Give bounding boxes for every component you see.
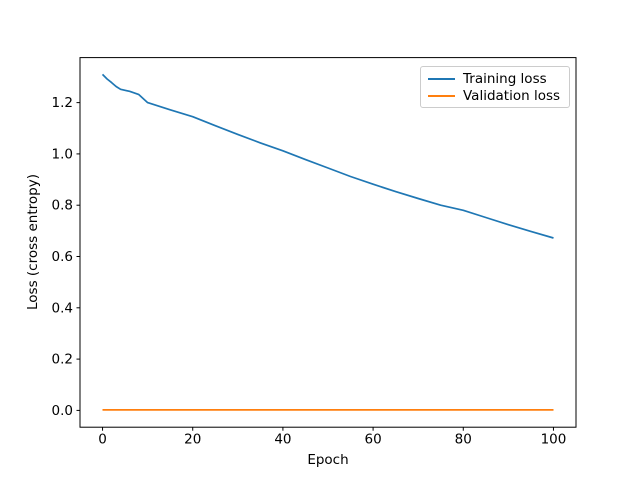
x-tick-label: 60 (364, 432, 381, 448)
validation-loss-line-swatch (428, 94, 455, 97)
y-tick-label: 1.0 (52, 146, 73, 162)
x-tick-label: 40 (274, 432, 291, 448)
legend-label-validation-loss: Validation loss (463, 87, 561, 104)
legend-item-training-loss: Training loss (428, 70, 562, 87)
x-tick-label: 20 (184, 432, 201, 448)
training-loss-line-swatch (428, 77, 455, 80)
x-tick-label: 0 (98, 432, 107, 448)
legend-label-training-loss: Training loss (463, 70, 547, 87)
y-tick-label: 0.4 (52, 300, 73, 316)
x-tick-label: 100 (541, 432, 567, 448)
x-tick-label: 80 (455, 432, 472, 448)
y-tick-label: 0.6 (52, 249, 73, 265)
legend-item-validation-loss: Validation loss (428, 87, 562, 104)
y-axis-label: Loss (cross entropy) (25, 174, 41, 310)
y-tick-label: 0.0 (52, 403, 73, 419)
training-loss-line (101, 73, 554, 239)
y-tick-label: 0.2 (52, 352, 73, 368)
plot-frame (79, 57, 577, 428)
y-tick-label: 0.8 (52, 198, 73, 214)
y-tick-label: 1.2 (52, 95, 73, 111)
x-axis-label: Epoch (307, 452, 349, 468)
legend: Training loss Validation loss (420, 66, 570, 108)
